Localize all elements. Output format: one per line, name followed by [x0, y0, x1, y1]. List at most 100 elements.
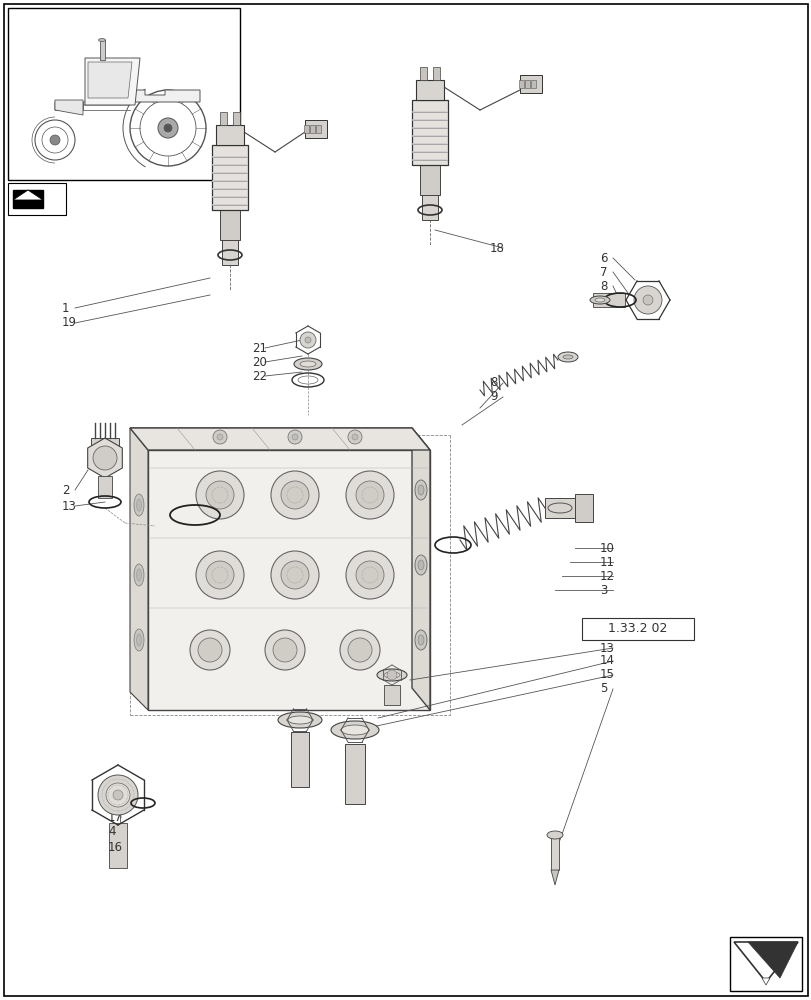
Circle shape [195, 551, 243, 599]
Ellipse shape [418, 635, 423, 645]
Bar [220, 112, 227, 125]
Bar [419, 165, 440, 195]
Bar [310, 125, 315, 133]
Ellipse shape [384, 672, 400, 678]
Polygon shape [148, 450, 430, 710]
Ellipse shape [136, 499, 141, 511]
Ellipse shape [562, 355, 573, 359]
Ellipse shape [557, 352, 577, 362]
Ellipse shape [414, 555, 427, 575]
Text: 1.33.2 02: 1.33.2 02 [607, 622, 667, 636]
Text: 6: 6 [599, 251, 607, 264]
Circle shape [272, 638, 297, 662]
Bar [91, 438, 119, 450]
Ellipse shape [299, 361, 315, 367]
Text: 14: 14 [599, 654, 614, 668]
Bar [220, 210, 240, 240]
Circle shape [299, 332, 315, 348]
Polygon shape [551, 870, 558, 885]
Text: 8: 8 [599, 279, 607, 292]
Circle shape [281, 561, 309, 589]
Ellipse shape [418, 560, 423, 570]
Bar [729, 937, 801, 991]
Circle shape [633, 286, 661, 314]
Bar [98, 476, 112, 498]
Bar [305, 120, 327, 138]
Text: 16: 16 [108, 841, 122, 854]
Polygon shape [130, 428, 148, 710]
Bar [525, 80, 530, 88]
Bar [592, 293, 624, 307]
Circle shape [190, 630, 230, 670]
Circle shape [387, 670, 397, 680]
Bar [8, 183, 66, 215]
Ellipse shape [98, 39, 105, 42]
Polygon shape [13, 190, 43, 200]
Ellipse shape [590, 296, 609, 304]
Circle shape [271, 471, 319, 519]
Ellipse shape [376, 669, 406, 681]
Ellipse shape [277, 712, 322, 728]
Circle shape [288, 430, 302, 444]
Ellipse shape [294, 358, 322, 370]
Circle shape [348, 430, 362, 444]
Circle shape [340, 630, 380, 670]
Text: 12: 12 [599, 570, 614, 582]
Circle shape [345, 551, 393, 599]
Circle shape [50, 135, 60, 145]
Circle shape [158, 118, 178, 138]
Bar [8, 8, 240, 180]
Circle shape [93, 446, 117, 470]
Polygon shape [55, 102, 83, 110]
Ellipse shape [418, 485, 423, 495]
Bar [109, 823, 127, 868]
Polygon shape [747, 942, 797, 978]
Bar [530, 80, 535, 88]
Circle shape [642, 295, 652, 305]
Circle shape [271, 551, 319, 599]
Text: 2: 2 [62, 484, 70, 496]
Bar [551, 835, 558, 870]
Polygon shape [85, 58, 139, 105]
Polygon shape [130, 428, 430, 450]
Text: 4: 4 [108, 825, 115, 838]
Text: 9: 9 [489, 390, 497, 403]
Text: 5: 5 [599, 682, 607, 696]
Polygon shape [88, 62, 132, 98]
Polygon shape [88, 438, 122, 478]
Bar [544, 498, 574, 518]
Ellipse shape [341, 725, 368, 735]
Bar [432, 67, 440, 80]
Circle shape [345, 471, 393, 519]
Ellipse shape [288, 716, 311, 724]
Circle shape [164, 124, 172, 132]
Circle shape [113, 790, 122, 800]
Ellipse shape [594, 298, 604, 302]
Bar [384, 685, 400, 705]
Bar [290, 732, 309, 787]
Bar [518, 80, 523, 88]
Circle shape [351, 434, 358, 440]
Circle shape [106, 783, 130, 807]
Ellipse shape [136, 569, 141, 581]
Polygon shape [761, 978, 769, 985]
Polygon shape [130, 428, 430, 450]
Bar [574, 494, 592, 522]
Circle shape [355, 481, 384, 509]
Text: 19: 19 [62, 316, 77, 330]
Bar [13, 190, 43, 208]
Circle shape [206, 561, 234, 589]
Circle shape [355, 561, 384, 589]
Bar [581, 618, 693, 640]
Text: 18: 18 [489, 241, 504, 254]
Circle shape [195, 471, 243, 519]
Text: 15: 15 [599, 668, 614, 682]
Text: 7: 7 [599, 265, 607, 278]
Bar [315, 125, 320, 133]
Bar [519, 75, 541, 93]
Circle shape [198, 638, 221, 662]
Text: 17: 17 [108, 811, 122, 824]
Bar [419, 67, 427, 80]
Bar [303, 125, 309, 133]
Ellipse shape [331, 721, 379, 739]
